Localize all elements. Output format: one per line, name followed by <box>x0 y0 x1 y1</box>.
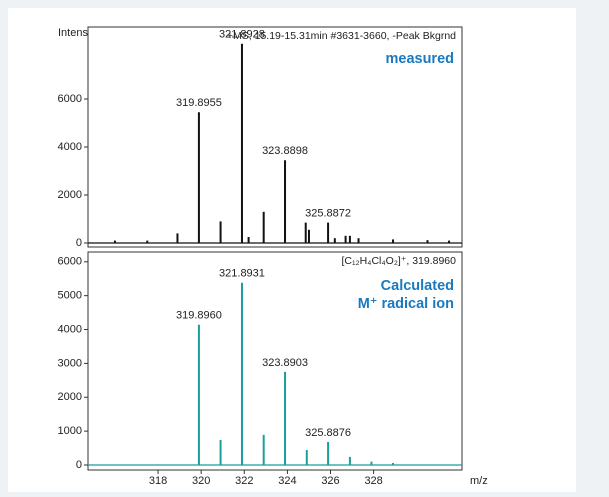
y-tick-label: 1000 <box>58 425 82 437</box>
y-tick-label: 2000 <box>58 391 82 403</box>
y-tick-label: 2000 <box>58 189 82 201</box>
x-tick-label: 328 <box>364 475 382 487</box>
x-tick-label: 318 <box>149 475 167 487</box>
x-tick-label: 326 <box>321 475 339 487</box>
peak-label: 323.8898 <box>262 145 308 157</box>
y-tick-label: 0 <box>76 459 82 471</box>
plot-frame <box>87 251 463 471</box>
y-tick-label: 4000 <box>58 141 82 153</box>
peak-label: 321.8931 <box>219 268 265 280</box>
plot-frame <box>87 26 463 248</box>
x-tick-label: 324 <box>278 475 296 487</box>
peak-label: 319.8955 <box>176 97 222 109</box>
legend-text: M⁺ radical ion <box>358 296 454 312</box>
y-tick-label: 4000 <box>58 323 82 335</box>
peak-label: 323.8903 <box>262 357 308 369</box>
x-tick-label: 322 <box>235 475 253 487</box>
peak-label: 319.8960 <box>176 310 222 322</box>
y-tick-label: 6000 <box>58 256 82 268</box>
x-tick-label: 320 <box>192 475 210 487</box>
annotation: [C₁₂H₄Cl₄O₂]⁺, 319.8960 <box>341 255 456 267</box>
y-tick-label: 6000 <box>58 93 82 105</box>
y-tick-label: 3000 <box>58 357 82 369</box>
y-tick-label: 0 <box>76 237 82 249</box>
y-axis-label: Intens <box>58 27 88 39</box>
peak-label: 325.8872 <box>305 208 351 220</box>
panel-background <box>8 8 576 492</box>
y-tick-label: 5000 <box>58 290 82 302</box>
peak-label: 321.8928 <box>219 29 265 41</box>
x-axis-label: m/z <box>470 475 488 487</box>
peak-label: 325.8876 <box>305 427 351 439</box>
annotation: +MS, 15.19-15.31min #3631-3660, -Peak Bk… <box>227 30 456 42</box>
legend-text: Calculated <box>381 278 454 294</box>
legend-text: measured <box>385 51 454 67</box>
